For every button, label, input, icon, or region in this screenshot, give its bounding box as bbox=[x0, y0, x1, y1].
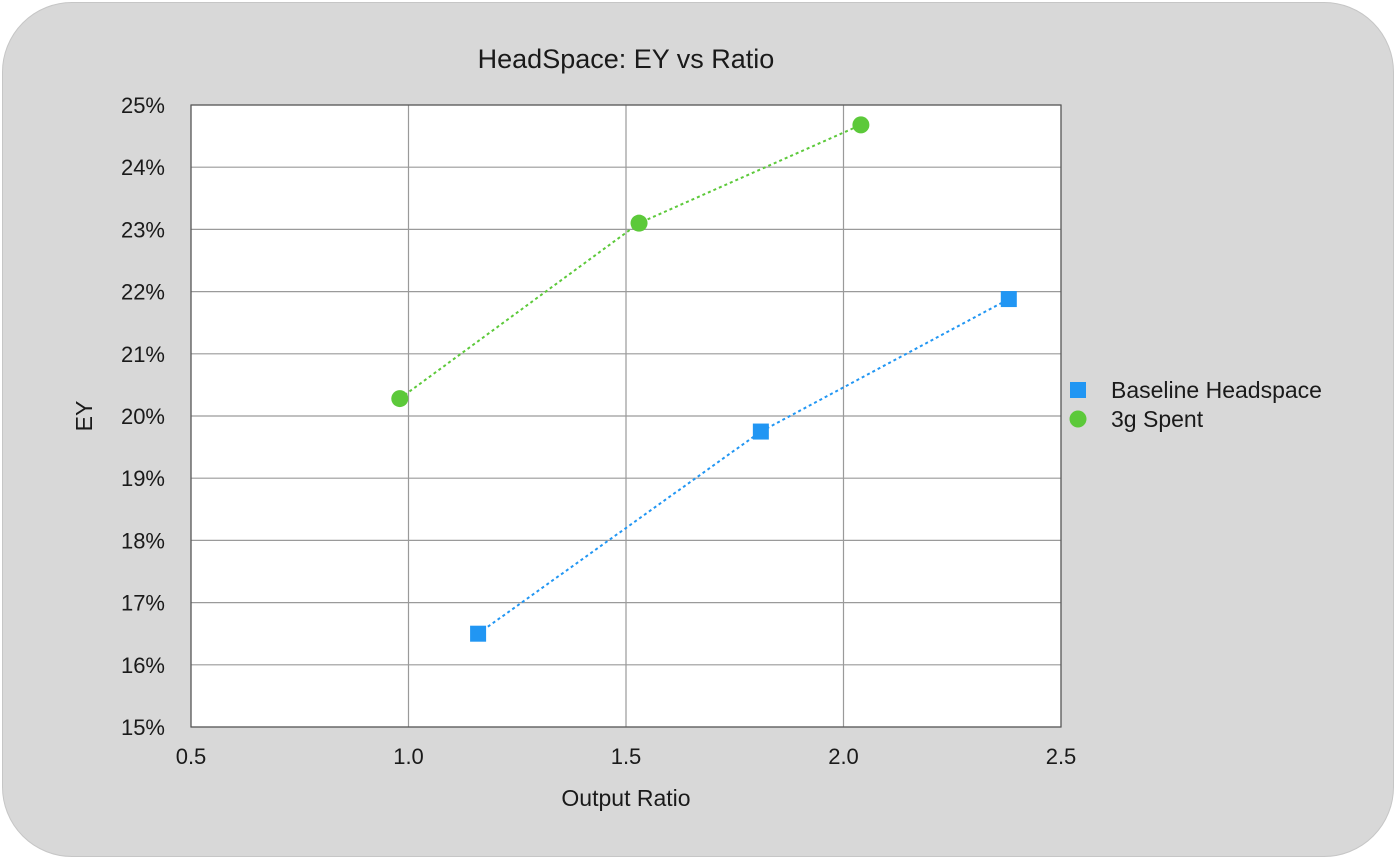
series-1 bbox=[470, 291, 1017, 642]
x-tick-label: 2.5 bbox=[1046, 744, 1077, 769]
y-tick-label: 19% bbox=[121, 466, 165, 491]
legend-marker-square bbox=[1070, 382, 1086, 398]
chart-title: HeadSpace: EY vs Ratio bbox=[478, 44, 775, 74]
y-tick-label: 23% bbox=[121, 217, 165, 242]
series-layer bbox=[391, 116, 1017, 642]
y-tick-label: 15% bbox=[121, 715, 165, 740]
y-axis-title: EY bbox=[71, 401, 97, 432]
y-axis-ticks: 15% 16% 17% 18% 19% 20% 21% 22% 23% 24% 25% bbox=[121, 93, 165, 740]
legend-label: Baseline Headspace bbox=[1111, 377, 1322, 403]
x-tick-label: 1.5 bbox=[611, 744, 642, 769]
y-tick-label: 21% bbox=[121, 342, 165, 367]
series-line bbox=[477, 298, 1010, 635]
x-axis-title: Output Ratio bbox=[561, 785, 690, 811]
legend-label: 3g Spent bbox=[1111, 406, 1204, 432]
y-tick-label: 18% bbox=[121, 528, 165, 553]
x-tick-label: 2.0 bbox=[828, 744, 859, 769]
y-tick-label: 25% bbox=[121, 93, 165, 118]
plot-border bbox=[190, 104, 1062, 728]
data-point-square bbox=[752, 423, 769, 440]
y-tick-label: 22% bbox=[121, 280, 165, 305]
legend: Baseline Headspace 3g Spent bbox=[1069, 377, 1322, 432]
legend-marker-circle bbox=[1069, 410, 1087, 428]
data-point-circle bbox=[391, 390, 409, 408]
x-tick-label: 0.5 bbox=[176, 744, 207, 769]
y-tick-label: 24% bbox=[121, 155, 165, 180]
data-point-circle bbox=[630, 214, 648, 232]
data-point-square bbox=[1000, 291, 1017, 308]
x-axis-ticks: 0.5 1.0 1.5 2.0 2.5 bbox=[176, 744, 1077, 769]
data-point-square bbox=[470, 625, 487, 642]
series-2 bbox=[391, 116, 870, 408]
data-point-circle bbox=[852, 116, 870, 134]
y-tick-label: 20% bbox=[121, 404, 165, 429]
y-tick-label: 16% bbox=[121, 653, 165, 678]
x-tick-label: 1.0 bbox=[393, 744, 424, 769]
y-tick-label: 17% bbox=[121, 591, 165, 616]
